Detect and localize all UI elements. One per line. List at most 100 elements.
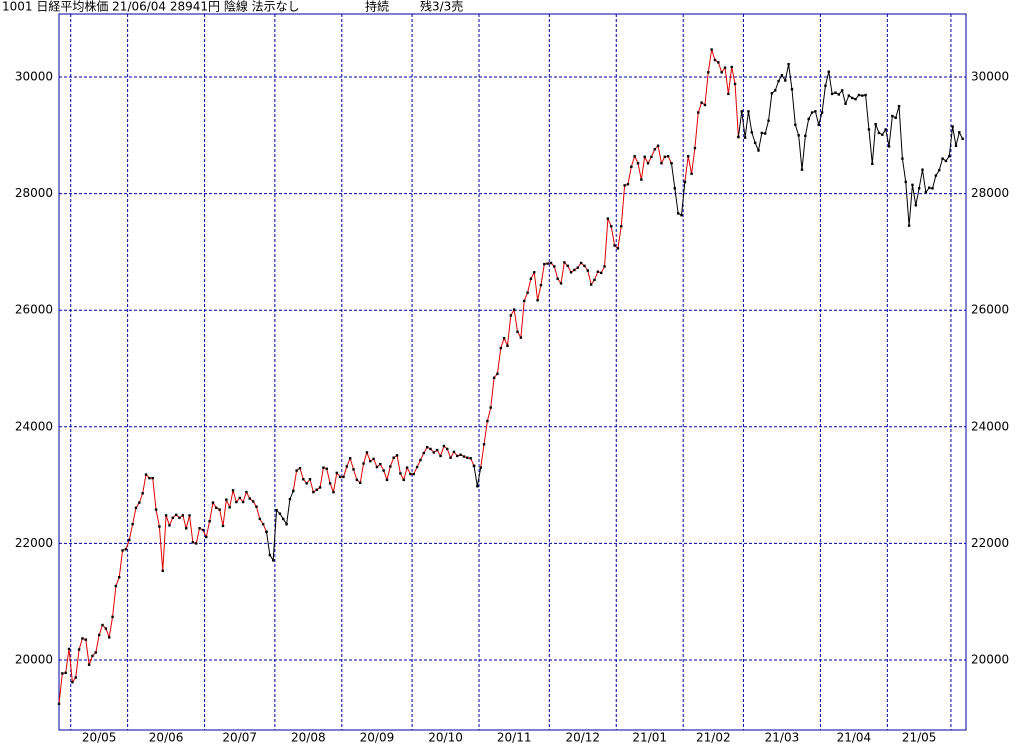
price-point <box>429 447 432 451</box>
plot-frame <box>58 13 967 731</box>
price-point <box>864 93 867 97</box>
price-point <box>931 187 934 190</box>
x-tick-label: 20/05 <box>82 731 117 745</box>
x-tick-label: 21/02 <box>696 731 731 745</box>
price-point <box>87 663 91 666</box>
price-point <box>539 283 543 287</box>
price-point <box>670 162 673 165</box>
price-point <box>211 501 215 504</box>
price-point <box>851 96 854 100</box>
price-point <box>365 451 369 454</box>
price-point <box>345 465 349 468</box>
price-point <box>757 149 760 152</box>
header-status: 持続 <box>365 0 389 14</box>
price-point <box>402 478 405 482</box>
price-point <box>57 702 61 705</box>
price-point <box>599 271 603 275</box>
price-point <box>543 262 546 266</box>
price-point <box>770 92 774 95</box>
price-point <box>847 94 851 97</box>
price-point <box>556 277 559 280</box>
price-point <box>278 512 282 515</box>
price-point <box>589 283 593 286</box>
price-point <box>747 110 750 113</box>
price-point <box>874 122 877 126</box>
price-point <box>158 525 161 528</box>
price-point <box>486 419 489 423</box>
price-point <box>64 671 67 675</box>
price-point <box>446 447 449 451</box>
y-tick-label-right: 30000 <box>971 69 1009 83</box>
price-point <box>425 446 429 449</box>
price-point <box>720 71 723 74</box>
price-point <box>342 475 345 479</box>
price-point <box>797 134 800 137</box>
price-point <box>573 268 576 272</box>
price-point <box>753 141 757 145</box>
price-point <box>375 465 379 469</box>
price-point <box>118 576 121 579</box>
price-point <box>128 538 131 542</box>
x-tick-label: 20/11 <box>497 731 532 745</box>
price-point <box>265 530 268 533</box>
price-point <box>198 527 201 530</box>
price-point <box>603 265 606 268</box>
y-tick-label: 20000 <box>15 653 53 667</box>
price-point <box>951 125 954 128</box>
price-point <box>338 475 342 479</box>
price-point <box>449 456 452 459</box>
price-point <box>660 162 663 165</box>
price-point <box>308 478 312 481</box>
price-point <box>854 97 857 101</box>
price-point <box>415 465 419 469</box>
price-point <box>693 146 697 150</box>
price-point <box>372 457 375 461</box>
price-point <box>359 481 362 484</box>
price-point <box>881 133 884 136</box>
price-point <box>221 524 225 528</box>
price-point <box>245 490 248 494</box>
price-point <box>268 553 272 557</box>
price-point <box>315 488 318 491</box>
price-point <box>131 522 134 526</box>
price-point <box>807 117 810 121</box>
price-point <box>676 212 680 215</box>
price-point <box>673 187 677 190</box>
price-point <box>961 137 964 140</box>
price-point <box>593 278 596 282</box>
price-point <box>620 225 623 228</box>
price-point <box>141 492 144 495</box>
price-point <box>71 680 74 684</box>
price-point <box>479 466 482 469</box>
price-point <box>168 524 171 527</box>
price-point <box>566 264 569 268</box>
price-point <box>114 584 118 588</box>
price-point <box>606 217 610 220</box>
price-point <box>74 676 77 679</box>
price-point <box>743 136 747 139</box>
price-point <box>687 155 690 158</box>
price-point <box>958 131 961 134</box>
price-point <box>586 269 590 272</box>
price-point <box>101 623 104 627</box>
price-point <box>432 451 436 454</box>
price-point <box>235 500 238 504</box>
price-point <box>134 506 138 510</box>
price-point <box>312 490 315 494</box>
x-tick-label: 21/01 <box>632 731 667 745</box>
price-point <box>201 528 205 532</box>
price-point <box>442 444 446 448</box>
price-point <box>208 520 211 523</box>
price-point <box>917 187 921 190</box>
price-point <box>583 264 586 268</box>
price-point <box>924 191 928 194</box>
price-point <box>616 247 620 250</box>
price-point <box>944 159 948 163</box>
price-point <box>499 346 502 350</box>
price-point <box>355 478 359 482</box>
price-point <box>302 478 305 481</box>
price-point <box>435 448 439 452</box>
price-point <box>392 456 395 459</box>
price-point <box>275 508 278 512</box>
